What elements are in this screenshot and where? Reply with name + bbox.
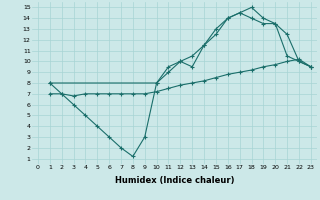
X-axis label: Humidex (Indice chaleur): Humidex (Indice chaleur) bbox=[115, 176, 234, 185]
